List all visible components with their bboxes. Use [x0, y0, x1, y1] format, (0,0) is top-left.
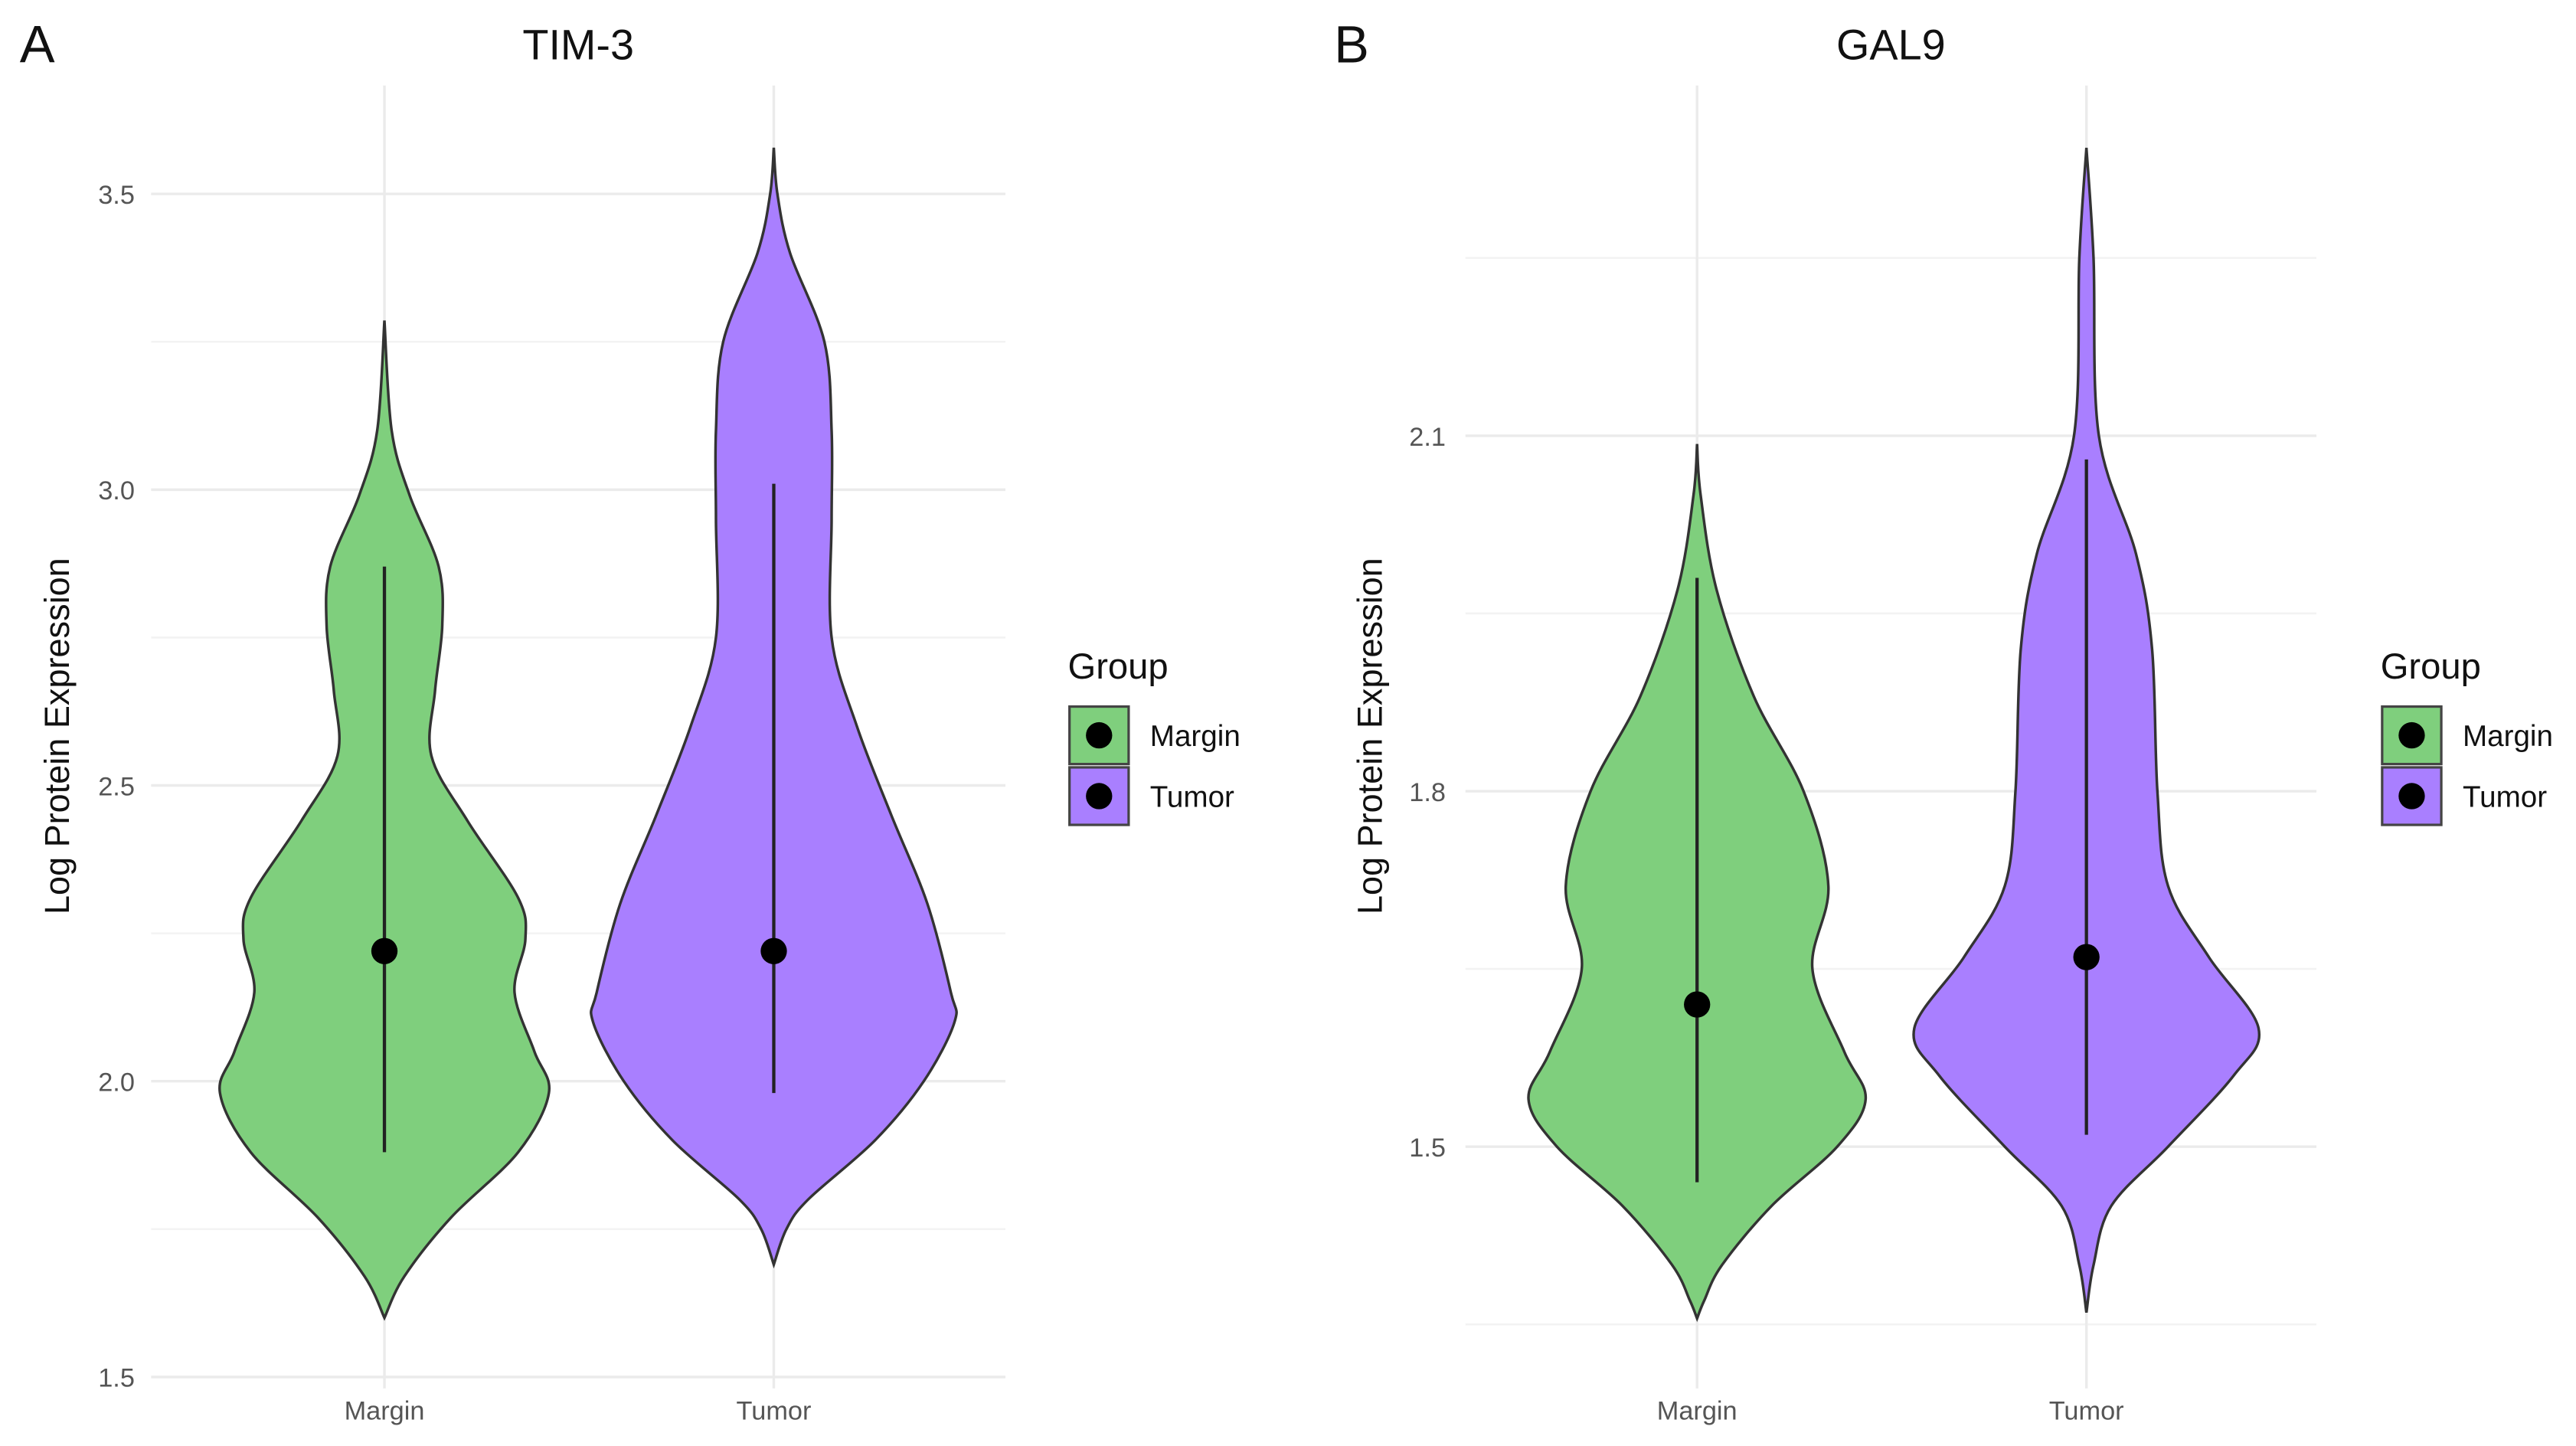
panel-a-tim3: A TIM-3 Log Protein Expression 1.5 2.0 2.5… — [20, 15, 1241, 1426]
y-tick-label: 3.0 — [98, 476, 135, 505]
x-tick-label: Tumor — [2049, 1397, 2124, 1426]
y-tick-labels: 1.5 1.8 2.1 — [1409, 423, 1446, 1163]
violins — [218, 147, 958, 1321]
legend-point-icon — [2398, 721, 2425, 749]
panel-label: B — [1334, 15, 1369, 74]
x-tick-label: Tumor — [737, 1397, 812, 1426]
x-tick-labels: Margin Tumor — [1657, 1397, 2124, 1426]
y-tick-label: 1.5 — [1409, 1134, 1446, 1163]
median-point-tumor — [760, 937, 787, 964]
chart-title: GAL9 — [1836, 21, 1946, 68]
panel-label: A — [20, 15, 55, 74]
y-tick-label: 1.8 — [1409, 778, 1446, 807]
legend-label: Tumor — [1150, 780, 1234, 813]
legend-label: Margin — [1150, 720, 1241, 753]
x-tick-label: Margin — [345, 1397, 425, 1426]
gridlines — [151, 85, 1005, 1389]
panel-b-gal9: B GAL9 Log Protein Expression 1.51.82.1 … — [1334, 15, 2553, 1426]
legend-point-icon — [1086, 721, 1113, 749]
y-tick-label: 2.5 — [98, 772, 135, 801]
chart-title: TIM-3 — [522, 21, 634, 68]
y-tick-label: 3.5 — [98, 181, 135, 210]
y-axis-label: Log Protein Expression — [38, 558, 77, 914]
y-tick-label: 2.1 — [1409, 423, 1446, 452]
median-point-tumor — [2073, 944, 2100, 970]
violins — [1527, 147, 2261, 1323]
gridlines — [1465, 85, 2317, 1389]
median-point-margin — [1684, 991, 1711, 1018]
x-tick-labels: Margin Tumor — [345, 1397, 812, 1426]
legend-point-icon — [1086, 783, 1113, 810]
y-axis-label: Log Protein Expression — [1350, 558, 1389, 914]
y-tick-labels: 1.5 2.0 2.5 3.0 3.5 — [98, 181, 135, 1393]
legend: Group Margin Tumor — [1068, 646, 1241, 826]
median-point-margin — [371, 937, 398, 964]
y-tick-label: 1.5 — [98, 1364, 135, 1393]
legend-title: Group — [2381, 646, 2481, 687]
y-tick-label: 2.0 — [98, 1068, 135, 1098]
legend-label: Margin — [2463, 720, 2553, 753]
legend-key-margin — [1068, 705, 1130, 766]
x-tick-label: Margin — [1657, 1397, 1737, 1426]
legend-title: Group — [1068, 646, 1169, 687]
legend: Group Margin Tumor — [2381, 646, 2553, 826]
legend-point-icon — [2398, 783, 2425, 810]
legend-label: Tumor — [2463, 780, 2547, 813]
